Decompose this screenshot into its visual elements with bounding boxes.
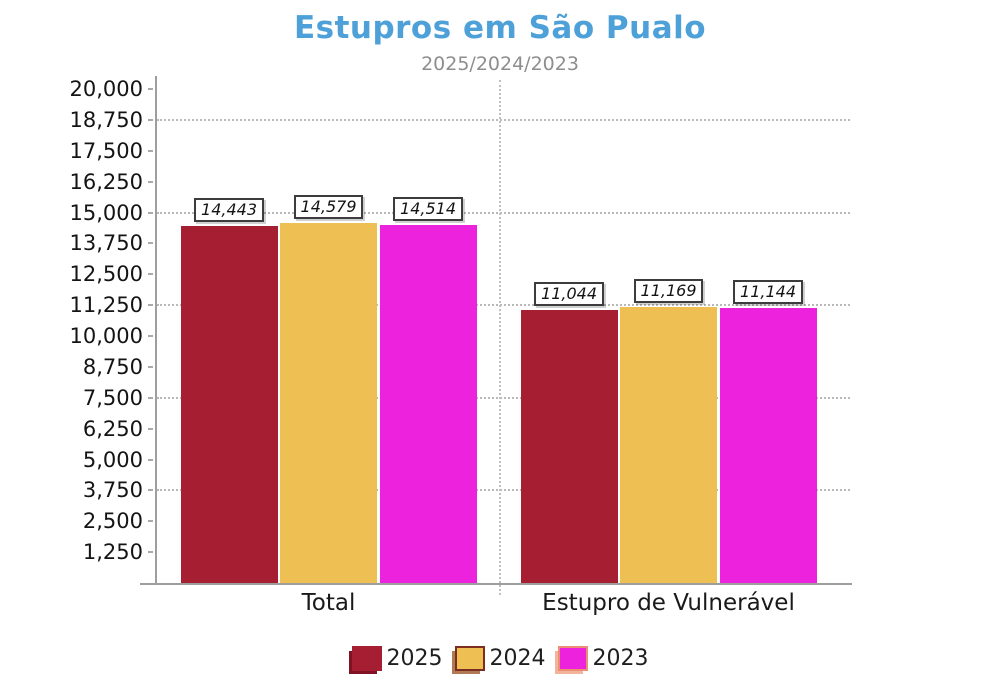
y-tick-mark [148, 365, 153, 368]
y-tick-label: 2,500 [82, 509, 143, 534]
legend-item-2025: 2025 [351, 646, 443, 671]
y-tick-label: 5,000 [82, 447, 143, 472]
category-label-vulneravel: Estupro de Vulnerável [542, 590, 795, 616]
gridline-18750 [157, 118, 850, 121]
y-tick-mark [148, 118, 153, 121]
y-tick-label: 15,000 [69, 200, 143, 225]
y-tick-mark [148, 304, 153, 307]
y-tick-label: 10,000 [69, 324, 143, 348]
y-tick-label: 18,750 [69, 107, 143, 132]
y-tick-label: 11,250 [69, 293, 143, 318]
gridline-15000 [157, 211, 850, 214]
chart-title: Estupros em São Pualo [293, 10, 707, 46]
bar-2023-vulneravel [719, 307, 817, 583]
gridline-7500 [157, 396, 850, 399]
y-tick-mark [148, 489, 153, 492]
gridline-11250 [157, 304, 850, 307]
y-tick-label: 6,250 [82, 416, 143, 441]
legend-swatch-2023 [557, 646, 588, 671]
bar-2023-total [379, 224, 477, 583]
y-tick-label: 8,750 [82, 354, 143, 379]
legend: 2025 2024 2023 [0, 646, 1000, 671]
legend-swatch-2024 [454, 646, 485, 671]
y-tick-mark [148, 180, 153, 183]
category-label-total: Total [301, 590, 356, 616]
y-tick-label: 13,750 [69, 231, 143, 256]
y-tick-mark [148, 427, 153, 430]
value-label: 14,579 [293, 194, 364, 219]
y-tick-label: 7,500 [82, 385, 143, 410]
y-tick-label: 20,000 [69, 77, 143, 101]
y-axis-line [155, 76, 157, 583]
y-tick-mark [148, 242, 153, 245]
legend-label-2023: 2023 [592, 646, 649, 671]
y-tick-mark [148, 458, 153, 461]
y-tick-label: 12,500 [69, 262, 143, 287]
value-label: 11,044 [534, 282, 604, 307]
group-separator-line [498, 80, 501, 595]
value-label: 14,443 [194, 198, 264, 223]
y-tick-mark [148, 335, 153, 337]
x-axis-line [140, 583, 852, 585]
y-tick-mark [148, 396, 153, 399]
y-tick-mark [148, 551, 153, 554]
y-tick-mark [148, 88, 153, 90]
y-tick-mark [148, 273, 153, 276]
y-tick-label: 16,250 [69, 169, 143, 194]
y-tick-label: 1,250 [82, 540, 143, 565]
legend-label-2025: 2025 [386, 646, 443, 671]
value-label: 11,169 [633, 279, 704, 304]
y-tick-label: 3,750 [82, 478, 143, 503]
legend-item-2024: 2024 [454, 646, 546, 671]
y-tick-mark [148, 520, 153, 523]
value-label: 14,514 [393, 196, 463, 221]
y-tick-mark [148, 149, 153, 152]
legend-item-2023: 2023 [557, 646, 649, 671]
bar-2025-total [180, 226, 278, 583]
bar-2024-vulneravel [620, 307, 717, 583]
y-tick-label: 17,500 [69, 138, 143, 163]
bar-2024-total [280, 222, 377, 583]
legend-swatch-2025 [351, 646, 382, 671]
y-tick-mark [148, 211, 153, 214]
legend-label-2024: 2024 [489, 646, 546, 671]
value-label: 11,144 [733, 279, 803, 304]
chart-subtitle: 2025/2024/2023 [421, 53, 579, 75]
gridline-3750 [157, 489, 850, 492]
bar-2025-vulneravel [520, 310, 618, 583]
